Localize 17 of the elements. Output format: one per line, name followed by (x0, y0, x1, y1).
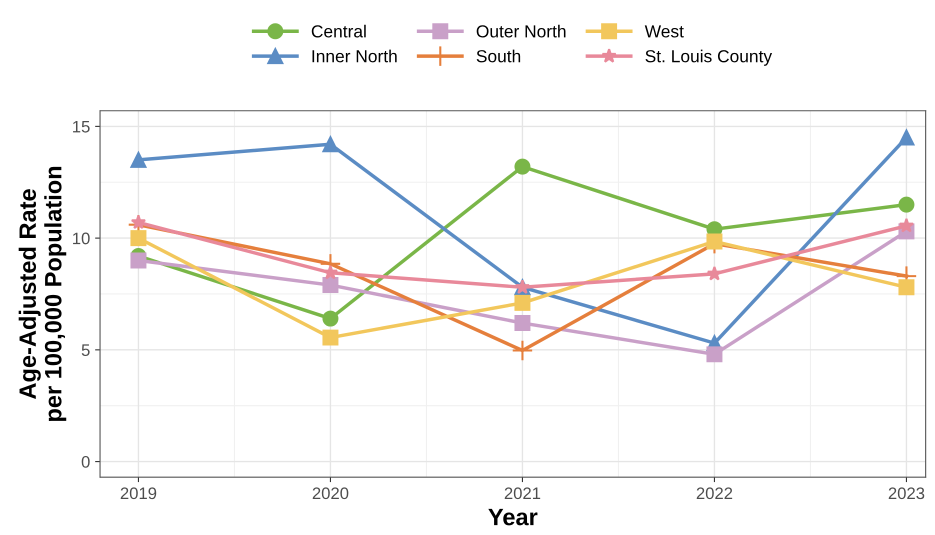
legend-label: Inner North (312, 50, 397, 62)
x-tick-label: 2023 (888, 487, 924, 500)
x-tick-label: 2019 (120, 487, 156, 500)
y-tick-label: 5 (82, 344, 90, 356)
legend-label: Outer North (476, 24, 566, 38)
y-tick-label: 10 (73, 232, 90, 244)
y-axis-title: Age-Adjusted Rate per 100,000 Population (18, 166, 66, 422)
x-tick-label: 2020 (312, 487, 348, 500)
legend-label: St. Louis County (645, 50, 772, 66)
y-tick-label: 0 (82, 456, 90, 468)
x-tick-label: 2022 (696, 487, 732, 500)
x-axis-title: Year (488, 508, 538, 526)
y-tick-label: 15 (73, 120, 90, 133)
x-tick-label: 2021 (504, 487, 540, 500)
legend-label: West (644, 25, 684, 38)
legend-label: Central (312, 24, 366, 38)
legend-label: South (476, 50, 520, 62)
